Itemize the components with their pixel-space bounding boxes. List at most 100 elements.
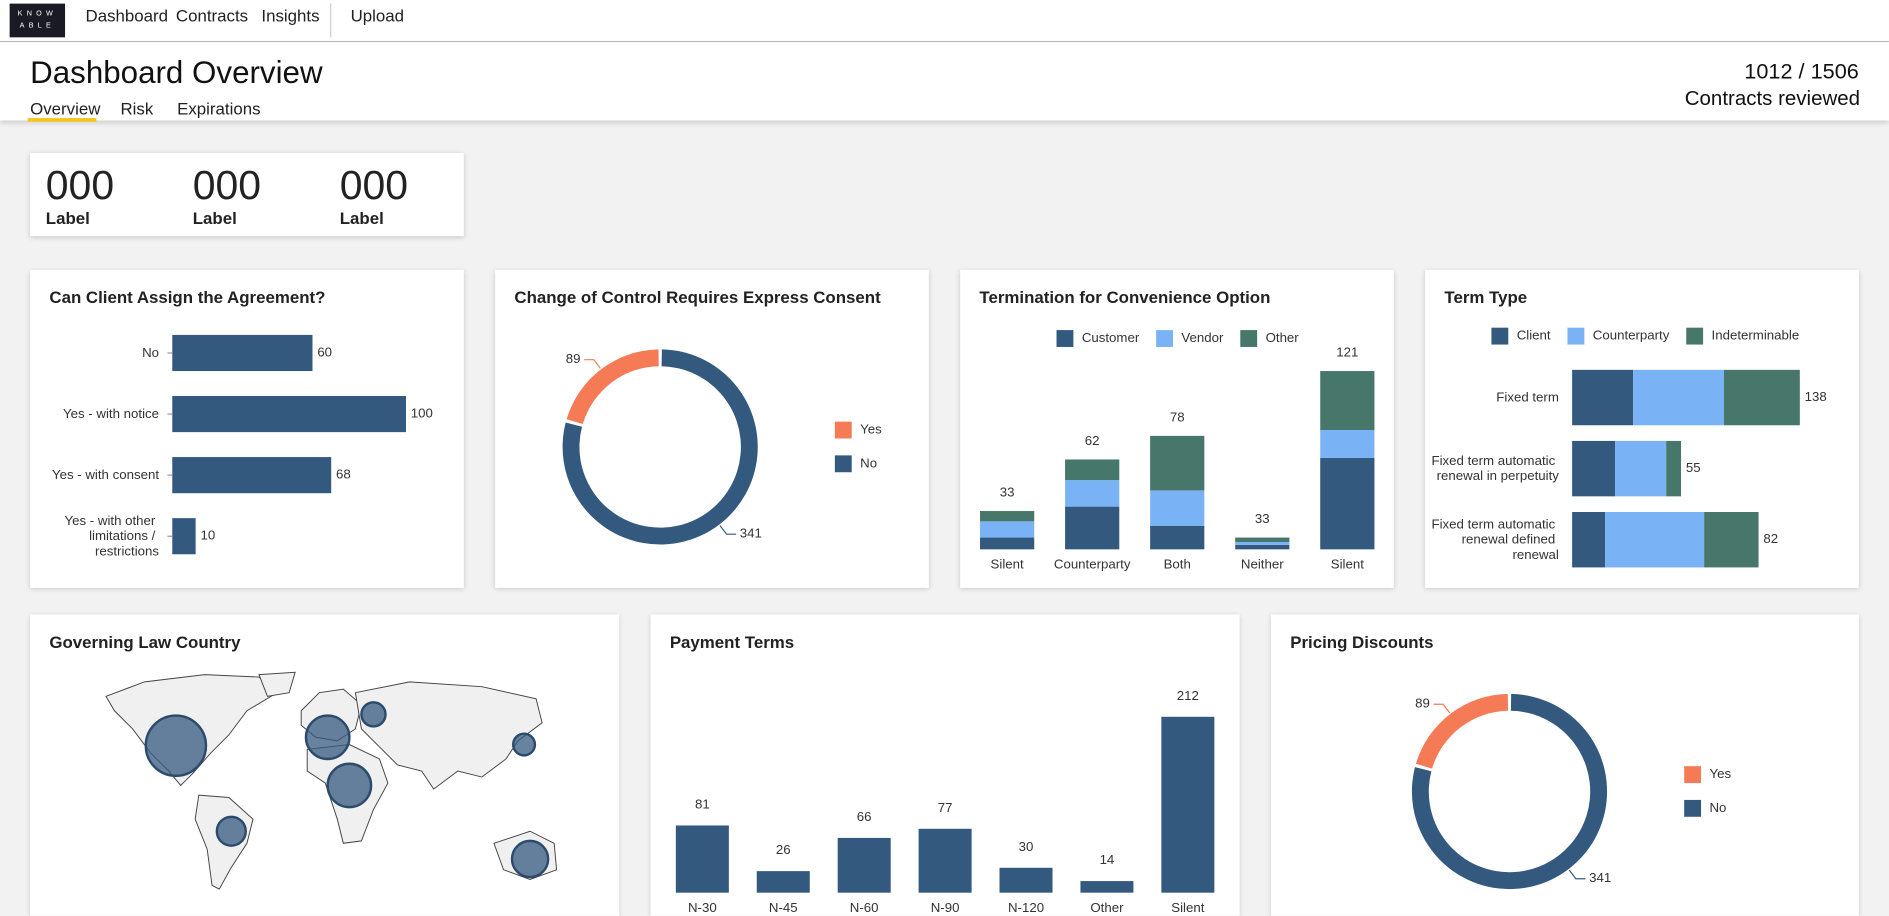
reviewed-label: Contracts reviewed bbox=[1684, 86, 1861, 110]
total-label: 138 bbox=[1805, 389, 1827, 404]
header: Dashboard Overview Overview Risk Expirat… bbox=[0, 42, 1889, 122]
bar-segment bbox=[1150, 435, 1205, 491]
value-label: 81 bbox=[695, 797, 710, 812]
bubble bbox=[510, 839, 550, 879]
nav-link[interactable]: Upload bbox=[350, 6, 405, 26]
value-label: 26 bbox=[776, 842, 791, 857]
total-label: 78 bbox=[1170, 409, 1185, 424]
bubble bbox=[304, 714, 351, 761]
bar bbox=[172, 518, 196, 555]
leader-line bbox=[1433, 703, 1451, 714]
continent bbox=[258, 671, 296, 697]
bar-segment bbox=[1065, 459, 1120, 481]
value-label: 68 bbox=[336, 467, 351, 482]
bubble bbox=[144, 714, 208, 778]
bar-segment bbox=[1235, 544, 1290, 550]
bar-segment bbox=[1605, 511, 1705, 568]
bar-segment bbox=[1235, 537, 1290, 542]
leader-line bbox=[719, 525, 737, 535]
bar bbox=[1080, 881, 1134, 893]
bar-segment bbox=[1150, 490, 1205, 526]
x-tick-label: Counterparty bbox=[1054, 557, 1131, 572]
x-tick-label: N-30 bbox=[688, 900, 717, 915]
donut-segment bbox=[566, 349, 659, 425]
bar bbox=[837, 837, 891, 893]
bubble bbox=[360, 701, 387, 728]
bar-segment bbox=[1065, 480, 1120, 507]
legend-label: No bbox=[860, 455, 877, 470]
leader-line bbox=[1568, 869, 1586, 880]
x-tick-label: Silent bbox=[991, 557, 1024, 572]
bubble bbox=[326, 762, 373, 809]
x-tick-label: Other bbox=[1090, 900, 1124, 915]
bar-segment bbox=[1150, 525, 1205, 550]
total-label: 62 bbox=[1085, 433, 1100, 448]
total-label: 82 bbox=[1763, 531, 1778, 546]
legend-swatch bbox=[1567, 327, 1585, 345]
x-tick-label: N-60 bbox=[850, 900, 879, 915]
leader-line bbox=[584, 359, 601, 369]
legend-swatch bbox=[1686, 327, 1704, 345]
logo[interactable]: KNOW ABLE bbox=[9, 3, 66, 38]
bar bbox=[172, 334, 313, 372]
category-label: Fixed term bbox=[1496, 389, 1559, 404]
legend-label: Indeterminable bbox=[1712, 328, 1800, 343]
bar-segment bbox=[1320, 457, 1375, 550]
bar bbox=[1161, 716, 1215, 893]
bubble bbox=[511, 732, 537, 757]
legend-label: No bbox=[1709, 800, 1726, 815]
bar-segment bbox=[1320, 429, 1375, 458]
legend-swatch bbox=[1684, 799, 1702, 817]
bar-segment bbox=[1666, 440, 1682, 497]
legend-swatch bbox=[834, 455, 852, 473]
bar bbox=[918, 828, 972, 893]
tab[interactable]: Risk bbox=[120, 98, 154, 119]
legend-label: Yes bbox=[860, 422, 882, 437]
bar-segment bbox=[1065, 506, 1120, 550]
nav-link[interactable]: Contracts bbox=[175, 6, 249, 26]
bar-segment bbox=[980, 511, 1035, 522]
value-label: 77 bbox=[938, 800, 953, 815]
chart-title: Can Client Assign the Agreement? bbox=[49, 288, 325, 307]
x-tick-label: Neither bbox=[1241, 557, 1284, 572]
legend-label: Customer bbox=[1082, 330, 1140, 345]
chart-title: Governing Law Country bbox=[49, 633, 241, 652]
kpi-card: 000 Label 000 Label 000 Label bbox=[30, 152, 464, 237]
legend-label: Other bbox=[1266, 330, 1300, 345]
bar-segment bbox=[1235, 541, 1290, 545]
legend-swatch bbox=[1156, 330, 1173, 347]
legend-label: Vendor bbox=[1181, 330, 1224, 345]
bar-segment bbox=[1572, 511, 1606, 568]
chart-title: Pricing Discounts bbox=[1290, 633, 1433, 652]
reviewed-count: 1012 / 1506 bbox=[1744, 59, 1859, 84]
category-label: Fixed term automatic renewal defined ren… bbox=[1431, 516, 1558, 561]
value-label: 30 bbox=[1019, 839, 1034, 854]
legend-label: Client bbox=[1517, 328, 1551, 343]
bar-segment bbox=[1633, 369, 1724, 426]
chart-title: Term Type bbox=[1444, 288, 1527, 307]
bar-segment bbox=[1704, 511, 1759, 568]
value-label: 341 bbox=[1589, 870, 1611, 885]
value-label: 66 bbox=[857, 809, 872, 824]
bar bbox=[172, 457, 332, 494]
legend-label: Counterparty bbox=[1593, 328, 1670, 343]
category-label: Yes - with notice bbox=[63, 406, 159, 421]
tab[interactable]: Overview bbox=[30, 98, 101, 119]
legend-swatch bbox=[1240, 330, 1258, 347]
bar bbox=[756, 871, 810, 893]
tab[interactable]: Expirations bbox=[177, 98, 261, 119]
kpi-value: 000 bbox=[192, 162, 262, 209]
total-label: 33 bbox=[1255, 511, 1270, 526]
value-label: 212 bbox=[1177, 688, 1199, 703]
value-label: 89 bbox=[566, 351, 581, 366]
category-label: Yes - with other limitations / restricti… bbox=[64, 513, 159, 558]
bar-segment bbox=[1723, 369, 1800, 426]
total-label: 33 bbox=[1000, 484, 1015, 499]
nav-link[interactable]: Dashboard bbox=[85, 6, 169, 26]
bar bbox=[172, 395, 406, 433]
category-label: Yes - with consent bbox=[52, 467, 159, 482]
bar-segment bbox=[980, 537, 1035, 550]
total-label: 55 bbox=[1686, 460, 1701, 475]
nav-link[interactable]: Insights bbox=[261, 6, 320, 26]
